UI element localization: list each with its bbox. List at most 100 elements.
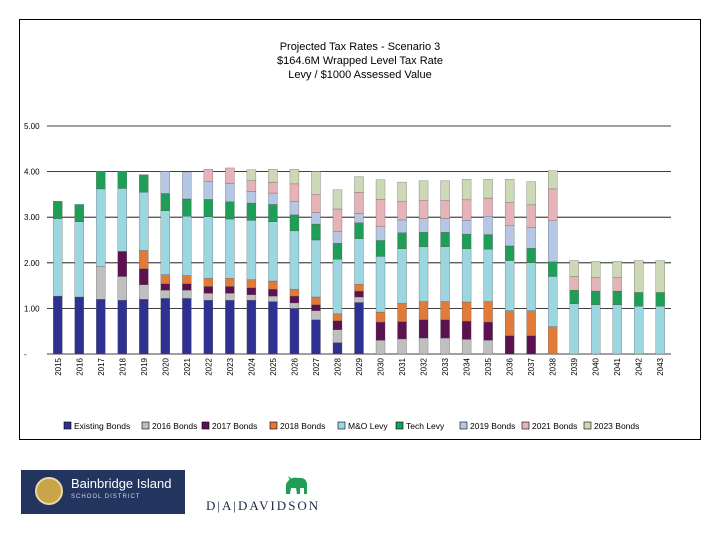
x-tick-label: 2037 [527, 357, 536, 375]
bar-segment-m-o-levy [483, 248, 493, 302]
x-tick-label: 2034 [463, 357, 472, 375]
bar-segment-2017-bonds [461, 321, 472, 340]
legend-label: Tech Levy [406, 421, 445, 431]
bar-segment-2023-bonds [461, 179, 472, 201]
bar-segment-tech-levy [418, 232, 429, 247]
bar-segment-tech-levy [655, 292, 665, 307]
bar-segment-2023-bonds [504, 179, 515, 203]
bar-segment-2023-bonds [418, 180, 429, 201]
x-tick-label: 2017 [97, 357, 106, 375]
bar-segment-2021-bonds [548, 188, 558, 221]
legend-label: 2016 Bonds [152, 421, 197, 431]
bar-segment-2023-bonds [483, 179, 493, 199]
bar-segment-2019-bonds [418, 218, 429, 233]
bar-segment-tech-levy [591, 290, 601, 305]
x-tick-label: 2024 [247, 357, 256, 375]
x-tick-label: 2015 [54, 357, 63, 375]
bar-segment-2016-bonds [96, 266, 106, 300]
bar-segment-2017-bonds [354, 290, 364, 298]
bar-segment-tech-levy [375, 240, 386, 257]
x-tick-label: 2023 [226, 357, 235, 375]
bar-segment-2017-bonds [375, 321, 386, 341]
bar-segment-2021-bonds [461, 199, 472, 221]
x-tick-label: 2036 [506, 357, 515, 375]
bar-segment-2021-bonds [311, 194, 321, 213]
bar-segment-2023-bonds [655, 260, 665, 293]
bar-segment-2018-bonds [354, 284, 364, 292]
bar-segment-2016-bonds [375, 340, 386, 355]
bar-segment-2016-bonds [483, 340, 493, 355]
bar-segment-2016-bonds [397, 338, 407, 355]
bar-segment-m-o-levy [440, 246, 450, 302]
bar-segment-2023-bonds [332, 189, 343, 210]
bar-segment-2023-bonds [397, 181, 407, 202]
bar-segment-2019-bonds [332, 231, 343, 244]
y-tick-label: 2.00 [24, 259, 40, 268]
x-tick-label: 2029 [355, 357, 364, 375]
x-tick-label: 2032 [420, 357, 429, 375]
bar-segment-2017-bonds [526, 335, 536, 355]
bar-segment-existing-bonds [203, 300, 214, 355]
bar-segment-m-o-levy [332, 259, 343, 315]
bar-segment-2018-bonds [268, 280, 278, 290]
bar-segment-tech-levy [225, 201, 235, 220]
bar-segment-2021-bonds [504, 202, 515, 226]
bar-segment-2018-bonds [548, 326, 558, 355]
bar-segment-2017-bonds [483, 321, 493, 341]
legend-label: 2018 Bonds [280, 421, 325, 431]
bar-segment-m-o-levy [311, 239, 321, 298]
bar-segment-m-o-levy [354, 238, 364, 285]
bar-segment-2021-bonds [203, 169, 214, 182]
legend-swatch [63, 421, 72, 430]
chart-frame [19, 19, 701, 440]
bar-segment-m-o-levy [569, 303, 579, 355]
x-tick-label: 2038 [549, 357, 558, 375]
bar-segment-existing-bonds [268, 301, 278, 355]
bar-segment-m-o-levy [160, 210, 170, 275]
bar-segment-2018-bonds [139, 250, 149, 269]
bar-segment-m-o-levy [117, 188, 127, 252]
district-seal-icon [35, 477, 63, 505]
x-tick-label: 2026 [290, 357, 299, 375]
bar-segment-2018-bonds [203, 278, 214, 287]
bar-segment-m-o-levy [418, 246, 429, 302]
bar-segment-2016-bonds [182, 290, 192, 299]
bar-segment-existing-bonds [74, 296, 84, 355]
bar-segment-m-o-levy [53, 218, 63, 297]
x-tick-label: 2035 [484, 357, 493, 375]
bar-segment-2016-bonds [354, 296, 364, 303]
bar-segment-2019-bonds [289, 201, 300, 216]
bar-segment-m-o-levy [96, 188, 106, 267]
x-tick-label: 2028 [333, 357, 342, 375]
bar-segment-2023-bonds [289, 169, 300, 185]
bar-segment-2016-bonds [268, 295, 278, 302]
bar-segment-2021-bonds [418, 200, 429, 219]
x-tick-label: 2027 [312, 357, 321, 375]
bar-segment-2018-bonds [311, 296, 321, 305]
bar-segment-2017-bonds [397, 321, 407, 340]
bar-segment-2021-bonds [375, 199, 386, 227]
bar-segment-2019-bonds [504, 225, 515, 247]
bar-segment-m-o-levy [203, 216, 214, 279]
bar-segment-tech-levy [203, 199, 214, 217]
x-tick-label: 2016 [75, 357, 84, 375]
legend-swatch [201, 421, 210, 430]
bar-segment-2018-bonds [418, 301, 429, 320]
bar-segment-2017-bonds [418, 319, 429, 339]
bar-segment-2017-bonds [139, 268, 149, 285]
bar-segment-existing-bonds [354, 302, 364, 355]
bar-segment-tech-levy [117, 170, 127, 189]
bar-segment-2018-bonds [289, 289, 300, 297]
bar-segment-tech-levy [311, 223, 321, 241]
bar-segment-2023-bonds [375, 179, 386, 200]
bar-segment-2021-bonds [268, 181, 278, 194]
bar-segment-2019-bonds [397, 219, 407, 233]
bar-segment-2017-bonds [289, 295, 300, 304]
bar-segment-2017-bonds [160, 283, 170, 291]
bar-segment-existing-bonds [96, 299, 106, 355]
bar-segment-m-o-levy [375, 256, 386, 313]
bar-segment-existing-bonds [139, 299, 149, 355]
legend-label: 2023 Bonds [594, 421, 639, 431]
bar-segment-m-o-levy [225, 218, 235, 279]
